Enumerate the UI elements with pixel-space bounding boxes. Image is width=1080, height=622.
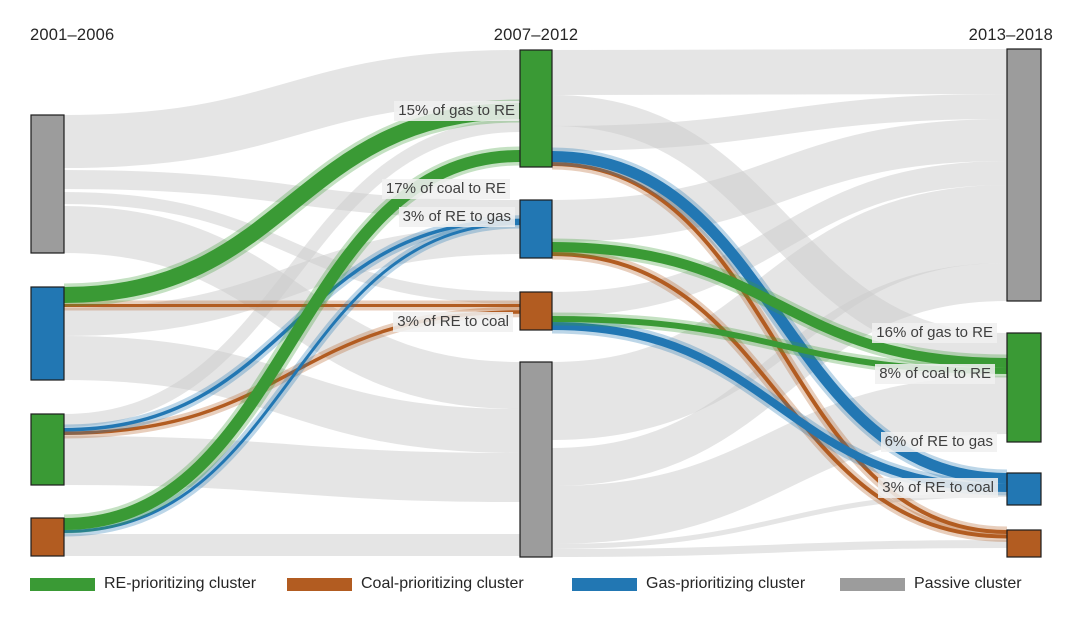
node-p1-gas bbox=[30, 286, 65, 381]
flow-p2-coal-to-p3-passive bbox=[551, 161, 1008, 316]
node-p3-coal bbox=[1006, 529, 1042, 558]
flow-p1-coal-to-p2-gas bbox=[63, 222, 521, 533]
flow-p2-re-to-p3-passive bbox=[551, 94, 1008, 151]
flow-p1-re-to-p2-re bbox=[63, 119, 521, 427]
legend-swatch-coal bbox=[287, 577, 352, 591]
node-p1-re bbox=[30, 413, 65, 486]
legend-swatch-gas bbox=[572, 577, 637, 591]
legend-swatch-passive bbox=[840, 577, 905, 591]
node-p3-gas bbox=[1006, 472, 1042, 506]
flow-p1-gas-to-p2-re bbox=[63, 103, 521, 303]
node-p3-passive bbox=[1006, 48, 1042, 302]
flow-label-3-of-re-to-gas: 3% of RE to gas bbox=[398, 207, 515, 227]
flow-p1-passive-to-p2-passive bbox=[63, 206, 521, 409]
node-p2-passive bbox=[519, 361, 553, 558]
flow-p1-re-to-p2-passive bbox=[63, 436, 521, 502]
flow-p2-re-to-p3-passive bbox=[551, 49, 1008, 95]
flow-label-3-of-re-to-coal: 3% of RE to coal bbox=[878, 478, 998, 498]
period-title-2001-2006: 2001–2006 bbox=[30, 26, 115, 44]
flow-p1-coal-to-p2-re bbox=[63, 150, 521, 530]
flow-label-6-of-re-to-gas: 6% of RE to gas bbox=[880, 432, 997, 452]
flow-p2-re-to-p3-gas bbox=[551, 151, 1008, 484]
flow-p2-passive-to-p3-coal bbox=[551, 540, 1008, 557]
legend-label-passive: Passive cluster bbox=[914, 575, 1022, 592]
flow-p2-passive-to-p3-re bbox=[551, 376, 1008, 544]
legend-item-gas: Gas-prioritizing cluster bbox=[572, 575, 806, 592]
flow-p2-passive-to-p3-passive bbox=[551, 263, 1008, 486]
node-p1-passive bbox=[30, 114, 65, 254]
flow-label-8-of-coal-to-re: 8% of coal to RE bbox=[875, 364, 995, 384]
flow-label-15-of-gas-to-re: 15% of gas to RE bbox=[394, 101, 519, 121]
flow-p1-passive-to-p2-re bbox=[63, 50, 521, 168]
legend-label-gas: Gas-prioritizing cluster bbox=[646, 575, 806, 592]
flow-p2-gas-to-p3-passive bbox=[551, 119, 1008, 242]
flow-label-17-of-coal-to-re: 17% of coal to RE bbox=[381, 179, 510, 199]
flow-p1-passive-to-p2-coal bbox=[63, 192, 521, 304]
flow-p1-gas-to-p2-passive bbox=[63, 336, 521, 453]
flow-label-3-of-re-to-coal: 3% of RE to coal bbox=[393, 312, 513, 332]
node-p2-re bbox=[519, 49, 553, 168]
node-p1-coal bbox=[30, 517, 65, 557]
flow-p2-gas-to-p3-coal bbox=[551, 252, 1008, 539]
node-p3-re bbox=[1006, 332, 1042, 443]
flow-p2-gas-to-p3-re bbox=[551, 242, 1008, 368]
period-title-2013-2018: 2013–2018 bbox=[968, 26, 1053, 44]
legend-label-re: RE-prioritizing cluster bbox=[104, 575, 257, 592]
legend-item-coal: Coal-prioritizing cluster bbox=[287, 575, 524, 592]
legend-item-re: RE-prioritizing cluster bbox=[30, 575, 257, 592]
legend-item-passive: Passive cluster bbox=[840, 575, 1022, 592]
legend-swatch-re bbox=[30, 577, 95, 591]
node-p2-coal bbox=[519, 291, 553, 331]
node-p2-gas bbox=[519, 199, 553, 259]
period-title-2007-2012: 2007–2012 bbox=[493, 26, 579, 44]
flow-label-16-of-gas-to-re: 16% of gas to RE bbox=[872, 323, 997, 343]
legend-label-coal: Coal-prioritizing cluster bbox=[361, 575, 524, 592]
flow-p1-re-to-p2-gas bbox=[63, 218, 521, 432]
